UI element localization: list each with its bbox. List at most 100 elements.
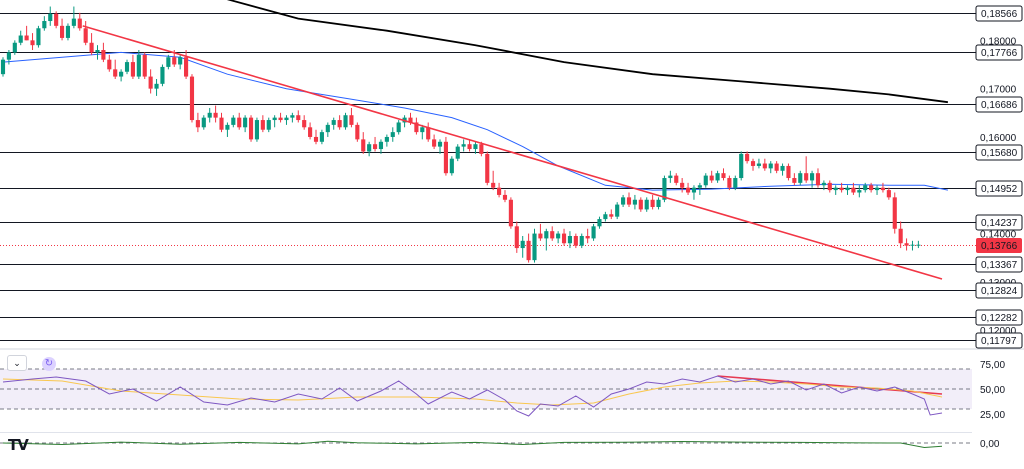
candle: [248, 115, 254, 142]
level-label-text: 0,17766: [981, 48, 1018, 59]
candle-body: [319, 132, 324, 142]
candle-body: [638, 199, 643, 210]
candle: [101, 42, 106, 63]
candle-body: [65, 25, 71, 38]
candle-body: [219, 117, 224, 130]
candle-body: [880, 187, 886, 191]
candle: [798, 170, 803, 186]
candle-body: [615, 204, 620, 217]
price-axis-tick: 0,17000: [980, 85, 1017, 96]
candle: [378, 139, 384, 154]
candle: [189, 74, 195, 123]
oscillator-line: [2, 440, 943, 449]
candle-body: [662, 178, 667, 200]
candle-body: [154, 83, 159, 89]
candle-body: [756, 163, 761, 166]
candle-body: [237, 117, 242, 128]
candle: [697, 182, 702, 195]
candle-body: [231, 117, 236, 125]
candle-body: [780, 165, 785, 171]
candle-body: [443, 141, 448, 174]
candle: [668, 170, 673, 183]
candle: [520, 235, 525, 258]
candle-body: [361, 139, 366, 152]
candle: [721, 168, 726, 181]
candle: [36, 25, 41, 48]
candle: [396, 120, 401, 135]
price-axis-tick: 0,12000: [980, 326, 1017, 337]
candle-body: [674, 175, 679, 183]
level-price-label: 0,14237: [975, 214, 1023, 231]
candle: [349, 107, 354, 128]
candle-body: [709, 175, 714, 181]
rsi-axis-tick: 25,00: [980, 410, 1005, 421]
candle-body: [178, 57, 183, 65]
candle: [207, 107, 212, 123]
candle: [609, 209, 614, 220]
candle-body: [898, 228, 903, 244]
candle-body: [408, 117, 413, 123]
candle-body: [502, 194, 508, 200]
candle-body: [839, 187, 844, 191]
candle: [810, 170, 815, 188]
level-label-text: 0,13367: [981, 260, 1018, 271]
candle-body: [556, 233, 561, 239]
candle-body: [432, 139, 437, 147]
candle-body: [77, 18, 82, 29]
refresh-indicator-button[interactable]: ↻: [42, 357, 56, 371]
candle-body: [260, 120, 265, 130]
candle: [136, 50, 141, 79]
candle-body: [119, 71, 124, 77]
candle-body: [609, 214, 614, 217]
candle-body: [815, 173, 821, 186]
candle-body: [184, 57, 189, 77]
candle: [113, 59, 118, 79]
candle: [455, 144, 460, 162]
candle: [715, 170, 720, 183]
candle-body: [685, 187, 691, 193]
candle: [260, 115, 265, 133]
candle: [479, 141, 484, 157]
level-label-text: 0,14237: [981, 218, 1018, 229]
candle: [384, 134, 389, 147]
candle: [54, 11, 59, 29]
candle-body: [248, 117, 254, 140]
level-price-label: 0,12824: [975, 282, 1023, 299]
candle-body: [107, 59, 112, 70]
candle: [420, 124, 425, 140]
candle-body: [136, 54, 141, 77]
level-label-box: [975, 5, 1023, 22]
candle: [833, 185, 838, 195]
candle-body: [526, 240, 531, 261]
candle: [154, 78, 159, 96]
candle: [733, 175, 738, 191]
candle-body: [95, 50, 100, 53]
collapse-panes-button[interactable]: ⌄: [7, 355, 27, 371]
candle-body: [225, 124, 230, 130]
candle: [739, 151, 744, 181]
candle: [532, 228, 537, 263]
candle-body: [532, 233, 537, 261]
candle: [491, 170, 496, 191]
candle: [319, 129, 324, 145]
candle: [83, 21, 88, 46]
candle-body: [189, 76, 195, 121]
candle-body: [101, 50, 106, 60]
candle: [685, 182, 691, 195]
candle: [626, 192, 632, 208]
candle-body: [30, 40, 35, 46]
candle: [597, 216, 602, 229]
candle-body: [857, 190, 862, 193]
candle: [302, 115, 307, 130]
candle: [361, 132, 366, 154]
candle: [195, 112, 200, 133]
candle-body: [579, 235, 584, 246]
candle: [367, 141, 372, 157]
candle-body: [804, 173, 809, 181]
candle: [119, 69, 124, 82]
rsi-line: [2, 375, 943, 417]
candle: [567, 231, 573, 249]
candle: [632, 194, 637, 210]
candle-body: [24, 35, 29, 41]
